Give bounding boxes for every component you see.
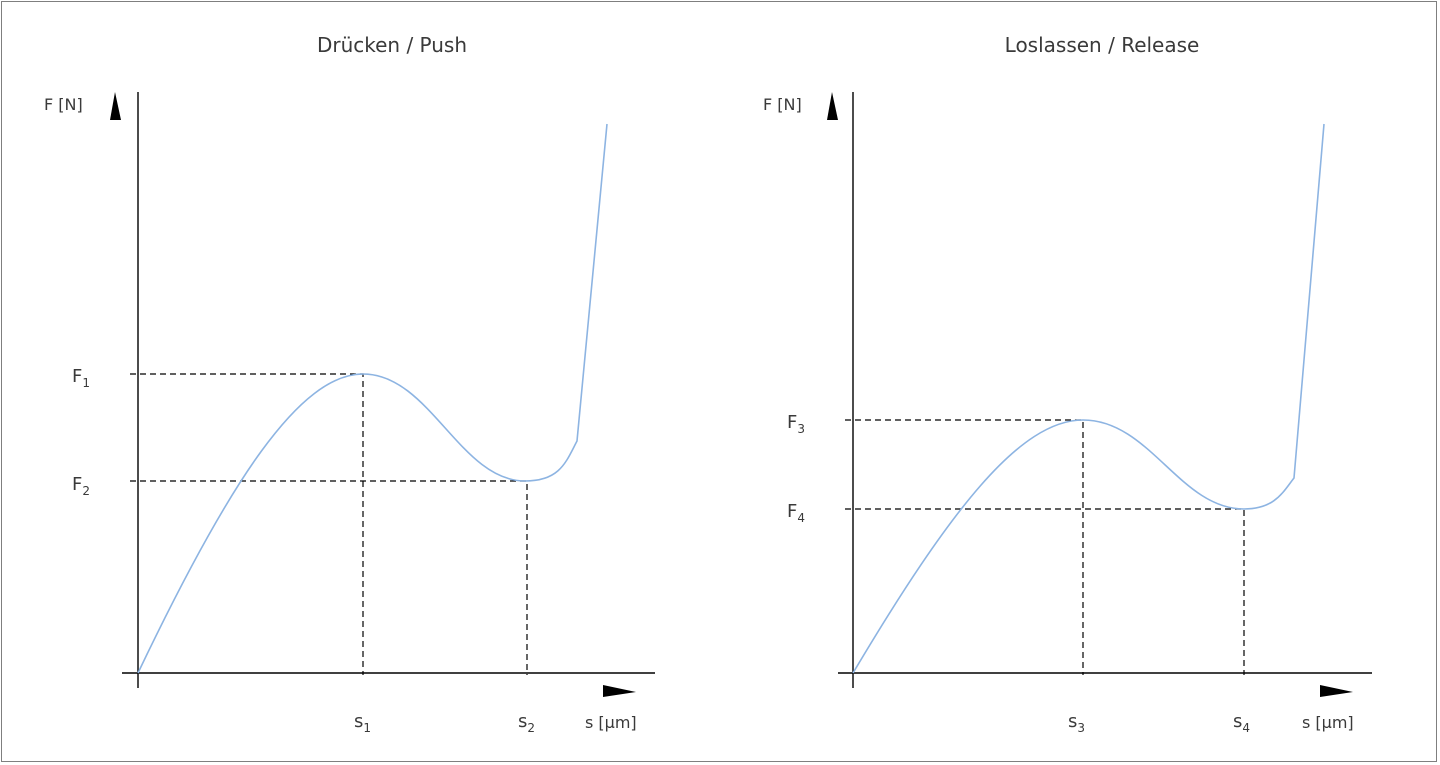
y-axis-arrow-icon	[827, 92, 838, 120]
chart-title-push: Drücken / Push	[317, 33, 467, 57]
y-tick-label-f4: F4	[787, 501, 805, 525]
reference-line-f1-s1	[130, 373, 364, 675]
x-axis-arrow-icon	[1320, 685, 1353, 697]
x-axis-label-push: s [µm]	[585, 713, 637, 732]
force-curve-release	[852, 123, 1325, 674]
x-tick-label-s3: s3	[1068, 711, 1085, 735]
x-tick-label-s4: s4	[1233, 711, 1250, 735]
y-axis-label-push: F [N]	[44, 95, 83, 114]
chart-title-release: Loslassen / Release	[1005, 33, 1200, 57]
x-tick-label-s1: s1	[354, 711, 371, 735]
force-curve-push	[137, 123, 608, 674]
reference-line-f2-s2	[130, 480, 528, 675]
panel-push: Drücken / Push F [N] s [µm] F1 F2 s1 s2	[44, 33, 655, 735]
y-axis-arrow-icon	[110, 92, 121, 120]
x-axis-label-release: s [µm]	[1302, 713, 1354, 732]
x-axis-arrow-icon	[603, 685, 636, 697]
x-tick-label-s2: s2	[518, 711, 535, 735]
y-tick-label-f1: F1	[72, 366, 90, 390]
y-tick-label-f2: F2	[72, 474, 90, 498]
y-axis-label-release: F [N]	[763, 95, 802, 114]
y-tick-label-f3: F3	[787, 412, 805, 436]
panel-release: Loslassen / Release F [N] s [µm] F3 F4 s…	[763, 33, 1372, 735]
reference-line-f4-s4	[845, 508, 1245, 675]
reference-line-f3-s3	[845, 419, 1084, 675]
